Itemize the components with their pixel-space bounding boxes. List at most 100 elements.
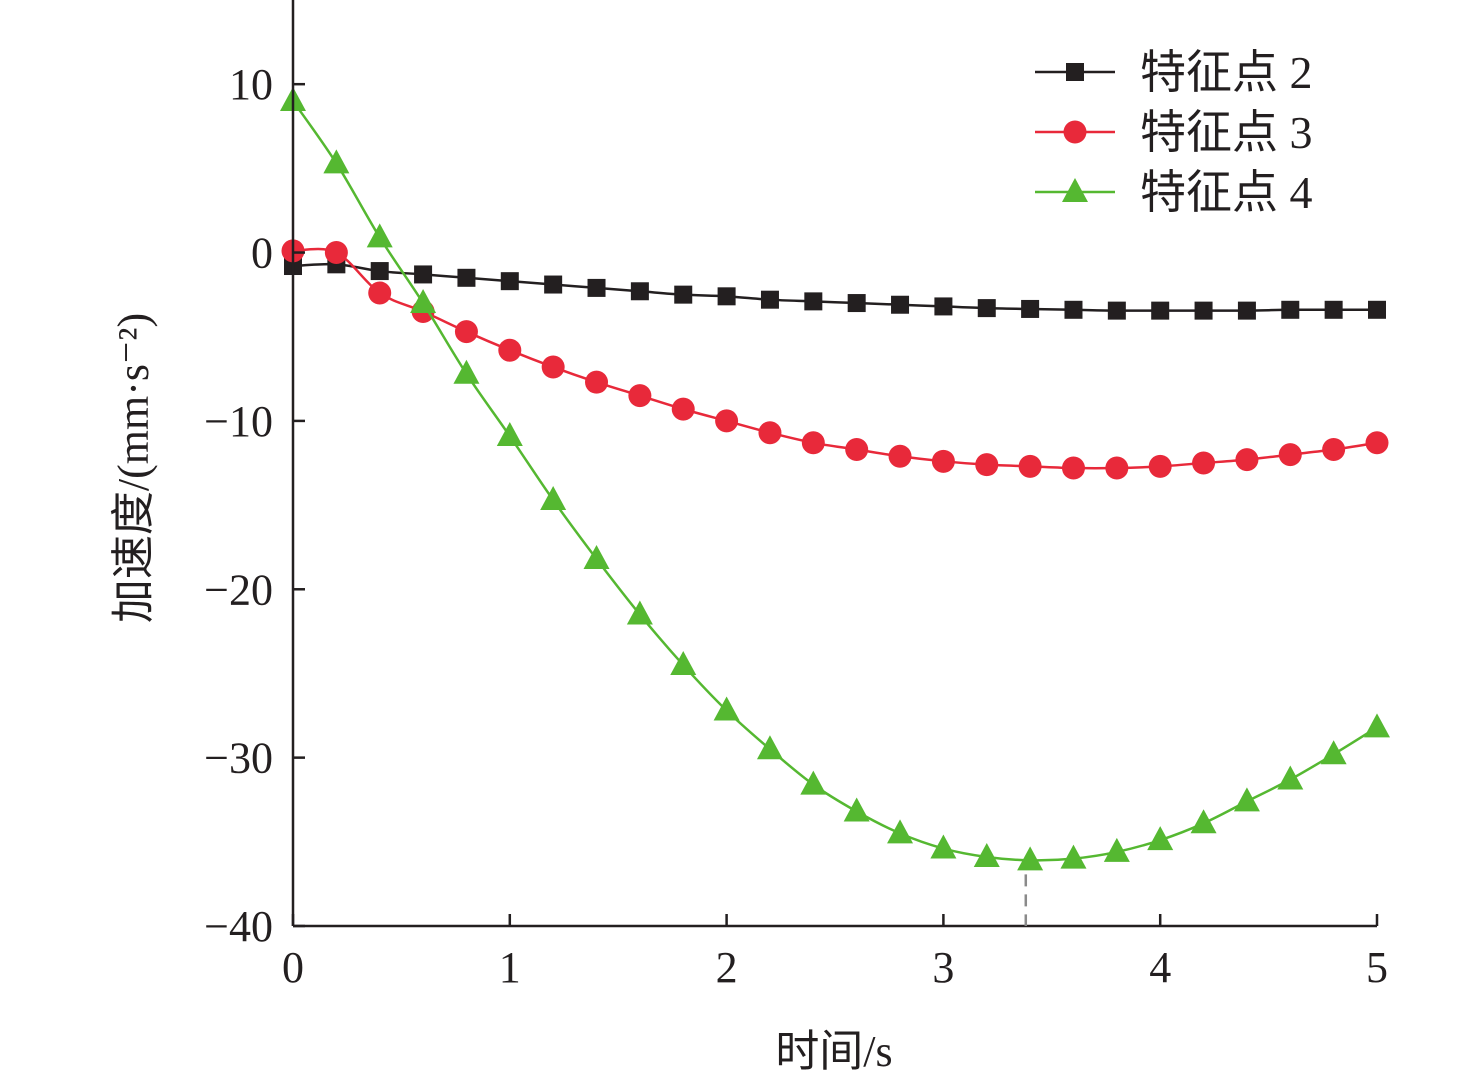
- legend-entry: 特征点 2: [1035, 47, 1313, 98]
- legend: 特征点 2 特征点 3 特征点 4: [1035, 47, 1313, 218]
- data-point: [845, 438, 869, 462]
- data-point: [1322, 438, 1346, 462]
- data-point: [843, 797, 870, 822]
- data-point: [1324, 300, 1343, 319]
- data-point: [756, 735, 783, 760]
- y-tick-label: 10: [229, 60, 273, 109]
- data-point: [457, 268, 476, 287]
- data-point: [670, 651, 697, 676]
- data-point: [1060, 844, 1087, 869]
- data-point: [454, 320, 478, 344]
- data-point: [671, 397, 695, 421]
- data-point: [583, 544, 610, 569]
- legend-marker: [1066, 63, 1084, 81]
- data-point: [887, 819, 914, 844]
- x-tick-label: 0: [282, 943, 304, 992]
- data-point: [1320, 740, 1347, 765]
- data-point: [1237, 301, 1256, 320]
- series-1: [284, 255, 1386, 320]
- data-point: [847, 294, 866, 313]
- data-point: [324, 241, 348, 265]
- data-point: [1151, 301, 1170, 320]
- x-tick-label: 1: [499, 943, 521, 992]
- data-point: [496, 422, 523, 447]
- data-point: [1364, 713, 1390, 738]
- x-tick-label: 5: [1366, 943, 1388, 992]
- data-point: [888, 444, 912, 468]
- data-point: [1190, 809, 1217, 834]
- data-point: [1107, 301, 1126, 320]
- data-point: [930, 834, 957, 859]
- data-point: [1103, 837, 1130, 862]
- data-point: [1147, 826, 1174, 851]
- data-point: [1365, 431, 1389, 455]
- data-point: [1194, 301, 1213, 320]
- data-point: [674, 285, 693, 304]
- data-point: [323, 149, 350, 174]
- data-point: [800, 770, 827, 795]
- legend-entry: 特征点 3: [1035, 107, 1313, 158]
- data-point: [1233, 787, 1260, 812]
- data-point: [628, 384, 652, 408]
- series-3: [280, 87, 1390, 871]
- data-point: [587, 278, 606, 297]
- data-point: [453, 359, 480, 384]
- y-tick-label: 0: [251, 229, 273, 278]
- legend-label: 特征点 3: [1140, 107, 1313, 158]
- data-point: [370, 262, 389, 281]
- data-point: [804, 292, 823, 311]
- data-point: [414, 265, 433, 284]
- axes-layer: 0 1 2 3 4 5 10 0 −10 −20 −30 −40: [204, 0, 1388, 992]
- data-point: [931, 449, 955, 473]
- y-axis-title: 加速度/(mm·s⁻²): [109, 313, 158, 623]
- data-point: [801, 431, 825, 455]
- data-point: [366, 223, 393, 248]
- data-point: [410, 289, 437, 314]
- y-tick-label: −30: [204, 734, 273, 783]
- y-tick-label: −10: [204, 397, 273, 446]
- x-axis-title: 时间/s: [775, 1027, 892, 1076]
- y-tick-label: −40: [204, 902, 273, 951]
- data-point: [368, 281, 392, 305]
- data-point: [541, 355, 565, 379]
- data-point: [1017, 846, 1044, 871]
- series-layer: [280, 87, 1390, 871]
- data-point: [1021, 299, 1040, 318]
- data-point: [544, 275, 563, 294]
- data-point: [540, 486, 567, 511]
- legend-entry: 特征点 4: [1035, 167, 1313, 218]
- legend-label: 特征点 2: [1140, 47, 1313, 98]
- legend-marker: [1062, 178, 1088, 202]
- x-tick-label: 3: [932, 943, 954, 992]
- data-point: [973, 842, 1000, 867]
- legend-marker: [1063, 120, 1087, 144]
- data-point: [1148, 454, 1172, 478]
- data-point: [1281, 300, 1300, 319]
- x-tick-label: 4: [1149, 943, 1171, 992]
- data-point: [1192, 451, 1216, 475]
- data-point: [1368, 300, 1386, 319]
- data-point: [1018, 454, 1042, 478]
- data-point: [1277, 765, 1304, 790]
- data-point: [717, 287, 736, 306]
- data-point: [977, 299, 996, 318]
- data-point: [1235, 448, 1259, 472]
- data-point: [585, 370, 609, 394]
- data-point: [626, 600, 653, 625]
- data-point: [1105, 456, 1129, 480]
- data-point: [498, 338, 522, 362]
- legend-label: 特征点 4: [1140, 167, 1313, 218]
- series-line: [292, 262, 1377, 312]
- data-point: [713, 696, 740, 721]
- data-point: [934, 297, 953, 316]
- data-point: [758, 421, 782, 445]
- data-point: [500, 272, 519, 291]
- data-point: [715, 409, 739, 433]
- data-point: [630, 282, 649, 301]
- data-point: [760, 290, 779, 309]
- y-tick-label: −20: [204, 565, 273, 614]
- data-point: [1061, 456, 1085, 480]
- data-point: [891, 295, 910, 314]
- data-point: [1064, 300, 1083, 319]
